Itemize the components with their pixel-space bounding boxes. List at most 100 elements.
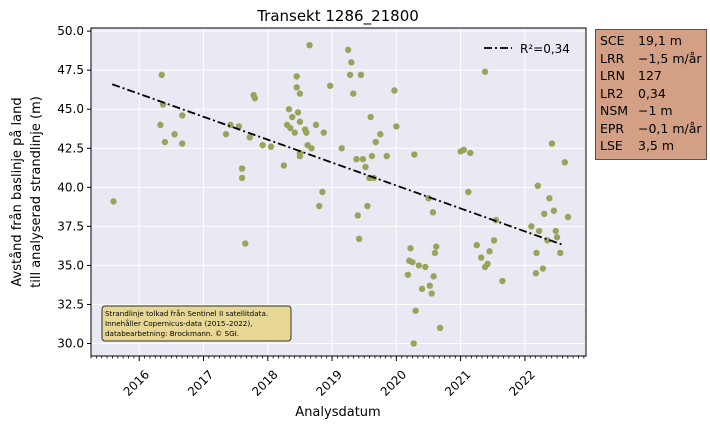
data-point	[354, 212, 361, 219]
data-point	[312, 121, 320, 129]
data-point	[404, 271, 412, 278]
data-point	[259, 141, 266, 149]
data-point	[222, 131, 230, 138]
stat-label: NSM	[600, 103, 629, 118]
note-line-1: Strandlinje tolkad från Sentinel II sate…	[105, 309, 268, 318]
data-point	[303, 129, 310, 136]
x-tick-label: 2017	[185, 367, 216, 398]
stat-value: −1 m	[638, 103, 673, 118]
data-point	[267, 143, 275, 150]
data-point	[350, 90, 357, 97]
legend-label: R²=0,34	[520, 42, 570, 56]
y-tick-label: 47.5	[57, 63, 84, 77]
stat-row-sce: SCE 19,1 m	[600, 32, 706, 50]
data-point	[251, 95, 259, 102]
y-tick-label: 40.0	[57, 180, 84, 194]
data-point	[465, 188, 472, 196]
data-point	[418, 285, 426, 293]
data-point	[179, 140, 186, 147]
data-point	[179, 112, 186, 119]
y-axis-label-line-2: till analyserad strandlinje (m)	[29, 96, 44, 288]
data-point	[528, 223, 535, 230]
data-point	[499, 277, 506, 285]
data-point	[430, 273, 437, 280]
data-point	[353, 156, 360, 163]
data-point	[411, 151, 418, 158]
stat-row-lrn: LRN 127	[600, 67, 706, 85]
data-point	[158, 71, 165, 79]
stat-row-lse: LSE 3,5 m	[600, 137, 706, 155]
data-source-note: Strandlinje tolkad från Sentinel II sate…	[101, 305, 292, 342]
y-tick-label: 37.5	[57, 219, 84, 233]
note-line-2: Innehåller Copernicus-data (2015–2022),	[105, 319, 252, 328]
data-point	[436, 324, 444, 332]
data-point	[377, 131, 384, 138]
y-tick-label: 45.0	[57, 102, 84, 116]
data-point	[393, 123, 400, 130]
data-point	[362, 163, 369, 171]
data-point	[490, 237, 498, 244]
y-tick-label: 30.0	[57, 337, 84, 351]
data-point	[391, 87, 398, 94]
data-point	[293, 84, 300, 91]
data-point	[285, 106, 293, 113]
stat-row-lrr: LRR −1,5 m/år	[600, 50, 706, 68]
data-point	[367, 113, 374, 121]
data-point	[429, 209, 437, 216]
statistics-box: SCE 19,1 m LRR −1,5 m/år LRN 127 LR2 0,34 NS…	[595, 29, 707, 160]
y-tick-label: 35.0	[57, 258, 84, 272]
stat-value: 19,1 m	[638, 33, 682, 48]
data-point	[316, 202, 323, 210]
data-point	[533, 249, 540, 257]
data-point	[357, 71, 365, 79]
stat-label: LR2	[600, 85, 624, 101]
stat-value: −0,1 m/år	[638, 120, 702, 136]
data-point	[242, 240, 249, 247]
data-point	[409, 259, 416, 266]
data-point	[561, 159, 568, 166]
data-point	[460, 146, 468, 154]
data-point	[539, 265, 547, 272]
data-point	[246, 134, 253, 141]
data-point	[473, 241, 480, 249]
data-point	[296, 118, 304, 125]
note-line-3: databearbetning: Brockmann. © SGI.	[105, 329, 239, 338]
data-point	[541, 210, 548, 218]
data-point	[346, 71, 354, 79]
data-point	[532, 270, 540, 277]
x-axis-label: Analysdatum	[295, 405, 380, 420]
x-tick-label: 2021	[442, 367, 473, 398]
data-point	[484, 260, 491, 268]
data-point	[294, 109, 302, 116]
data-point	[355, 235, 363, 243]
y-axis: 30.0 32.5 35.0 37.5 40.0 42.5 45.0 47.5 50.0	[57, 24, 91, 351]
data-point	[431, 249, 439, 257]
stat-label: LRR	[600, 50, 625, 66]
data-point	[348, 59, 355, 66]
data-point	[238, 174, 246, 182]
stat-value: −1,5 m/år	[638, 50, 702, 66]
x-tick-label: 2022	[506, 367, 537, 398]
y-tick-label: 42.5	[57, 141, 84, 155]
x-tick-label: 2019	[313, 367, 344, 398]
x-tick-label: 2016	[121, 367, 152, 398]
stat-value: 127	[638, 68, 662, 83]
stat-row-epr: EPR −0,1 m/år	[600, 120, 706, 138]
data-point	[326, 82, 334, 89]
data-point	[433, 243, 440, 250]
data-point	[426, 282, 433, 289]
stat-label: LRN	[600, 68, 625, 83]
legend: R²=0,34	[484, 42, 570, 56]
plot-frame	[90, 27, 587, 357]
data-point	[291, 129, 298, 136]
y-tick-label: 32.5	[57, 297, 84, 311]
data-point	[412, 307, 419, 314]
y-tick-label: 50.0	[57, 24, 84, 38]
chart-title: Transekt 1286_21800	[256, 7, 419, 26]
grid-lines	[91, 28, 586, 356]
plot-border	[90, 27, 587, 357]
data-point	[171, 131, 178, 138]
data-point	[293, 73, 300, 80]
data-point	[287, 124, 294, 132]
